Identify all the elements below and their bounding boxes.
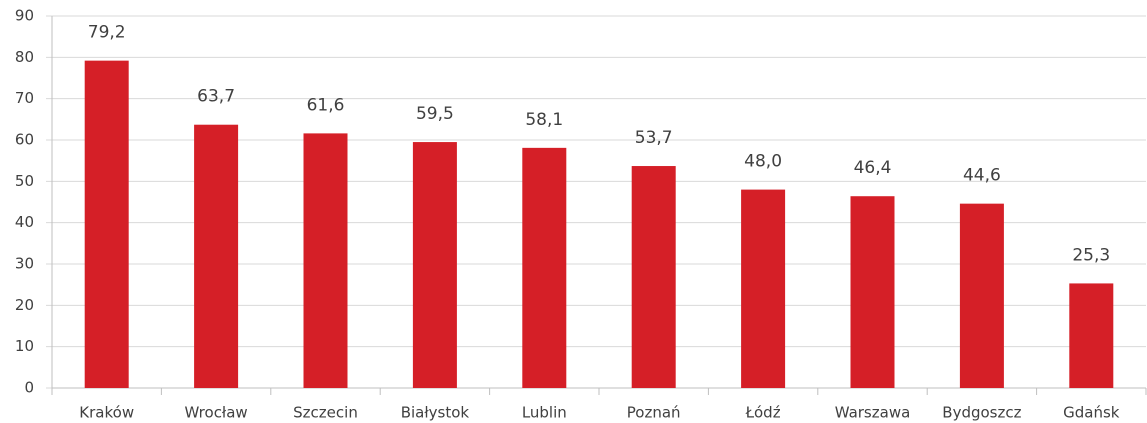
y-tick-label: 70 [15,89,34,107]
y-tick-label: 90 [15,7,34,25]
value-label: 79,2 [88,23,126,43]
x-tick-label: Poznań [627,404,681,422]
value-label: 48,0 [744,152,782,172]
bar [850,196,895,388]
bar [194,124,239,388]
value-label: 63,7 [197,87,235,107]
y-tick-label: 40 [15,213,34,231]
value-label: 25,3 [1072,245,1110,265]
bar [303,133,348,388]
x-tick-label: Wrocław [185,404,248,422]
value-label: 53,7 [635,128,673,148]
y-tick-label: 0 [24,379,34,397]
bar [522,147,567,388]
y-tick-label: 80 [15,48,34,66]
value-label: 59,5 [416,104,454,124]
value-label: 46,4 [854,158,892,178]
bar [631,166,676,388]
x-tick-label: Białystok [401,404,470,422]
bar [959,203,1004,388]
x-tick-label: Łódź [745,404,781,422]
x-tick-label: Warszawa [835,404,911,422]
bar [84,60,129,388]
bar [412,142,457,388]
y-tick-label: 20 [15,296,34,314]
y-tick-label: 60 [15,131,34,149]
value-label: 58,1 [525,110,563,130]
value-label: 44,6 [963,166,1001,186]
value-label: 61,6 [307,95,345,115]
y-tick-label: 10 [15,337,34,355]
x-tick-label: Bydgoszcz [942,404,1021,422]
bar [1069,283,1114,388]
y-tick-label: 30 [15,255,34,273]
x-tick-label: Szczecin [293,404,358,422]
bar [741,189,786,388]
x-tick-label: Lublin [522,404,567,422]
x-tick-label: Kraków [79,404,134,422]
x-tick-label: Gdańsk [1063,404,1120,422]
y-tick-label: 50 [15,172,34,190]
